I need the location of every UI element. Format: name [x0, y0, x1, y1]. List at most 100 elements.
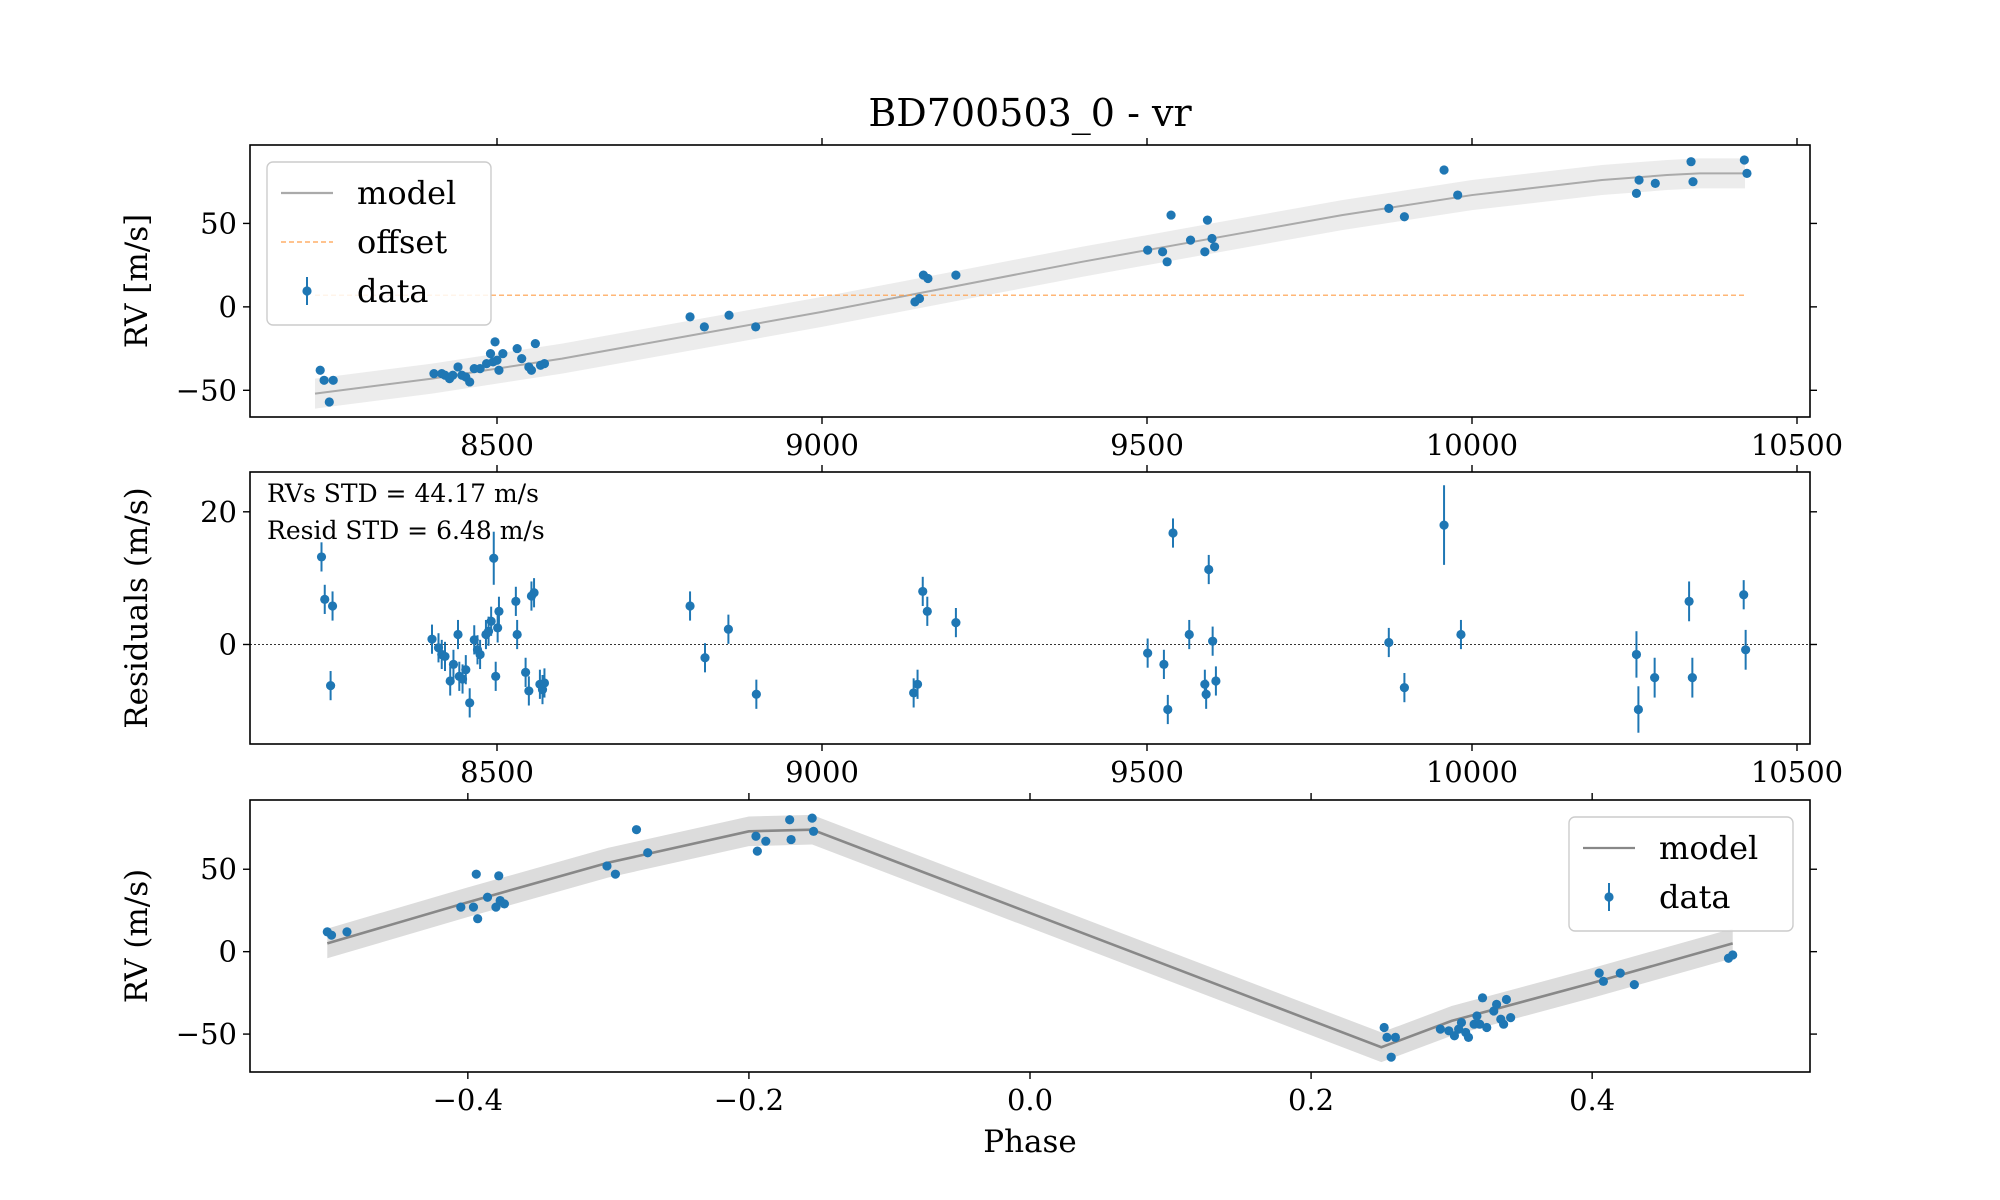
data-point	[1477, 993, 1488, 1003]
x-tick-label: −0.4	[433, 1083, 503, 1117]
legend-swatch-point	[1604, 892, 1614, 902]
data-point	[1739, 590, 1749, 600]
x-tick-label: 9000	[785, 755, 859, 789]
data-point	[1633, 704, 1643, 715]
data-point	[461, 665, 471, 675]
y-tick-label: 50	[200, 852, 237, 886]
x-tick-label: −0.2	[714, 1083, 784, 1117]
data-point	[494, 606, 504, 616]
residuals-time-panel: 8500 9000 9500 10000 10500 0 20 Residuals (m/s)…	[119, 465, 1843, 789]
y-axis-label: Residuals (m/s)	[119, 487, 155, 728]
data-point	[751, 322, 761, 332]
data-point	[1634, 175, 1644, 185]
data-point	[912, 679, 923, 689]
x-tick-label: 0.0	[1007, 1083, 1053, 1117]
data-point	[1439, 520, 1449, 530]
data-point	[918, 586, 928, 597]
model-uncertainty-band	[315, 158, 1745, 409]
x-tick-label: 9500	[1110, 428, 1184, 462]
y-tick-label: 20	[200, 495, 237, 529]
data-point	[1200, 247, 1210, 257]
data-point	[1742, 168, 1752, 178]
data-point	[752, 846, 762, 856]
data-point	[699, 322, 709, 332]
data-point	[448, 370, 458, 380]
data-point	[922, 606, 932, 616]
data-point	[456, 902, 466, 912]
rv-phase-panel: −0.4 −0.2 0.0 0.2 0.4 −50 0 50 RV (m/s) Phase mode…	[119, 793, 1817, 1160]
data-point	[643, 848, 653, 858]
y-tick-label: −50	[176, 373, 237, 407]
data-point	[1166, 210, 1176, 220]
data-point	[1684, 596, 1694, 606]
data-point	[1439, 165, 1449, 175]
data-point	[493, 623, 503, 633]
data-point	[785, 815, 795, 825]
y-tick-label: 50	[200, 206, 237, 240]
data-point	[1168, 528, 1178, 538]
data-point	[1449, 1031, 1460, 1041]
model-uncertainty-band	[327, 814, 1733, 1063]
data-point	[440, 651, 450, 662]
data-point	[468, 902, 479, 912]
data-point	[512, 343, 522, 354]
data-point	[494, 871, 504, 881]
data-point	[429, 369, 439, 379]
x-tick-label: 0.4	[1569, 1083, 1615, 1117]
data-point	[1598, 976, 1609, 986]
data-point	[923, 273, 933, 284]
data-point	[490, 337, 500, 347]
data-point	[1631, 188, 1642, 198]
legend-box	[266, 161, 492, 326]
legend: model data	[1568, 816, 1794, 932]
legend-label-model: model	[1659, 829, 1758, 867]
data-point	[1594, 968, 1604, 978]
data-point	[786, 834, 796, 845]
data-point	[486, 616, 496, 626]
x-tick-label: 10500	[1751, 755, 1843, 789]
y-axis-label: RV (m/s)	[119, 869, 155, 1003]
legend-label-data: data	[357, 272, 429, 310]
data-point	[512, 629, 522, 640]
data-point	[1472, 1011, 1482, 1021]
data-point	[1202, 215, 1213, 225]
data-point	[328, 375, 338, 385]
data-point	[1506, 1013, 1516, 1023]
data-point	[631, 825, 642, 835]
data-point	[511, 596, 521, 606]
data-point	[539, 359, 550, 369]
data-point	[1435, 1024, 1445, 1034]
data-point	[1143, 245, 1153, 255]
data-point	[909, 688, 919, 698]
x-tick-label: 9500	[1110, 755, 1184, 789]
data-point	[751, 689, 761, 699]
data-point	[494, 365, 504, 375]
data-point	[1739, 155, 1749, 165]
data-point	[485, 348, 496, 359]
data-point	[1686, 157, 1696, 167]
data-point	[326, 930, 337, 940]
data-point	[453, 362, 463, 372]
x-tick-label: 0.2	[1288, 1083, 1334, 1117]
data-point	[610, 869, 621, 879]
data-point	[1728, 950, 1738, 960]
x-tick-label: 10000	[1426, 755, 1518, 789]
data-point	[723, 624, 734, 634]
x-axis-label: Phase	[983, 1124, 1077, 1160]
data-point	[316, 552, 327, 562]
data-point	[1463, 1032, 1474, 1042]
data-point	[492, 355, 502, 365]
data-point	[1162, 257, 1172, 267]
data-point	[1491, 999, 1502, 1010]
data-point	[491, 902, 501, 912]
data-point	[1631, 649, 1642, 660]
data-point	[529, 588, 539, 598]
data-point	[1390, 1032, 1401, 1042]
data-point	[1499, 1019, 1509, 1029]
y-tick-label: 0	[219, 627, 237, 661]
data-point	[326, 681, 336, 691]
data-point	[807, 813, 817, 823]
legend-label-model: model	[357, 174, 456, 212]
data-point	[526, 365, 537, 375]
legend-swatch-point	[302, 286, 312, 296]
